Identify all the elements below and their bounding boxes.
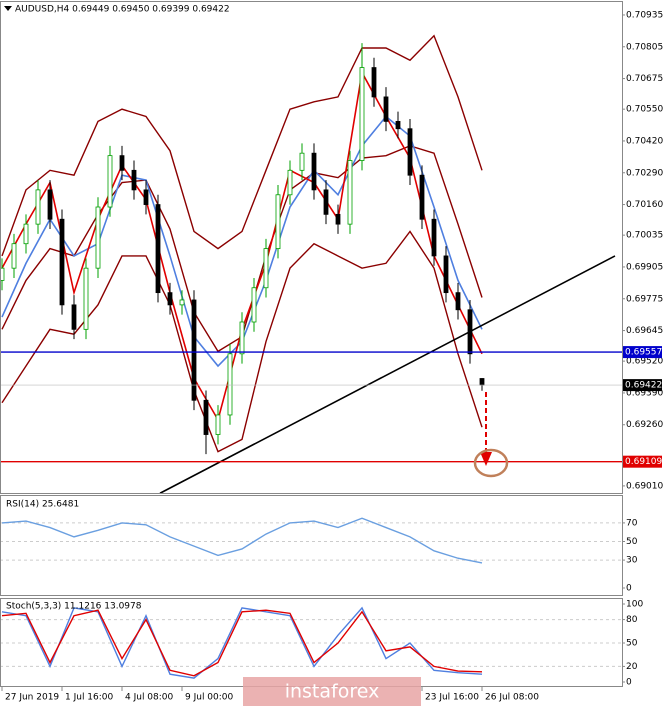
candle-body bbox=[299, 152, 305, 171]
y-tick-label: 0.69390 bbox=[626, 388, 663, 398]
candle-body bbox=[59, 218, 65, 306]
y-tick-label: 100 bbox=[626, 600, 643, 610]
candle-body bbox=[47, 189, 53, 220]
candle-body bbox=[71, 304, 77, 330]
stoch-title: Stoch(5,3,3) 11.1216 13.0978 bbox=[6, 602, 142, 612]
candle-body bbox=[107, 155, 113, 208]
x-tick-label: 4 Jul 08:00 bbox=[125, 693, 174, 703]
candle-body bbox=[155, 204, 161, 294]
price-level-label: 0.69557 bbox=[625, 348, 662, 358]
y-tick-label: 0.70290 bbox=[626, 168, 663, 178]
y-tick-label: 0.70675 bbox=[626, 74, 663, 84]
candle-body bbox=[395, 120, 401, 130]
x-tick-label: 27 Jun 2019 bbox=[5, 693, 59, 703]
candle-body bbox=[83, 267, 89, 330]
indicator-line bbox=[1, 609, 483, 677]
y-tick-label: 70 bbox=[626, 518, 638, 528]
bid-label: 0.69422 bbox=[625, 381, 662, 391]
y-tick-label: 20 bbox=[626, 662, 638, 672]
forecast-arrowhead bbox=[480, 452, 492, 466]
indicator-line bbox=[1, 34, 483, 257]
candle-body bbox=[479, 378, 485, 386]
main-panel-frame bbox=[0, 1, 623, 494]
chart-layer: 0.70935 0.70805 0.70675 0.70550 0.70420 0.702… bbox=[0, 10, 663, 703]
candle-body bbox=[455, 292, 461, 311]
candle-body bbox=[287, 169, 293, 196]
candle-body bbox=[179, 299, 185, 306]
y-tick-label: 0.69645 bbox=[626, 326, 663, 336]
y-tick-label: 0.70550 bbox=[626, 105, 663, 115]
candle-body bbox=[443, 255, 449, 294]
watermark-box bbox=[243, 677, 421, 706]
candle-body bbox=[323, 189, 329, 215]
target-circle bbox=[473, 448, 509, 478]
y-tick-label: 0.69905 bbox=[626, 262, 663, 272]
x-tick-label: 23 Jul 16:00 bbox=[425, 693, 479, 703]
candle-body bbox=[191, 299, 197, 401]
y-tick-label: 50 bbox=[626, 537, 638, 547]
indicator-line bbox=[1, 230, 483, 453]
y-tick-label: 0.70935 bbox=[626, 10, 663, 20]
candle-body bbox=[0, 267, 5, 281]
rsi-title: RSI(14) 25.6481 bbox=[6, 500, 79, 510]
candle-body bbox=[407, 128, 413, 176]
chart-title: AUDUSD,H4 0.69449 0.69450 0.69399 0.6942… bbox=[15, 5, 230, 15]
candle-body bbox=[131, 169, 137, 191]
x-tick-label: 26 Jul 08:00 bbox=[485, 693, 539, 703]
candle-body bbox=[95, 206, 101, 269]
indicator-line bbox=[1, 517, 483, 564]
candle-body bbox=[11, 243, 17, 269]
y-tick-label: 0 bbox=[626, 678, 632, 688]
y-tick-label: 0.69260 bbox=[626, 420, 663, 430]
candle-body bbox=[119, 155, 125, 171]
candle-body bbox=[383, 96, 389, 122]
price-level-tag bbox=[622, 455, 662, 468]
y-tick-label: 80 bbox=[626, 615, 638, 625]
candle-body bbox=[275, 194, 281, 250]
candle-body bbox=[419, 174, 425, 220]
candle-body bbox=[335, 213, 341, 225]
y-tick-label: 0.69010 bbox=[626, 481, 663, 491]
candle-body bbox=[263, 248, 269, 289]
price-level-label: 0.69109 bbox=[625, 457, 662, 467]
candle-body bbox=[143, 189, 149, 205]
candle-body bbox=[311, 152, 317, 191]
bid-tag bbox=[622, 379, 662, 392]
candle-body bbox=[215, 414, 221, 435]
collapse-icon[interactable] bbox=[4, 6, 12, 11]
trend-line bbox=[159, 255, 616, 494]
y-tick-label: 0.70035 bbox=[626, 231, 663, 241]
price-level-tag bbox=[622, 346, 662, 359]
candle-body bbox=[35, 189, 41, 225]
y-tick-label: 30 bbox=[626, 556, 638, 566]
watermark: instaforex bbox=[285, 681, 380, 703]
y-tick-label: 0.69775 bbox=[626, 294, 663, 304]
candle-body bbox=[371, 67, 377, 98]
candle-body bbox=[251, 287, 257, 323]
candle-body bbox=[239, 321, 245, 355]
candle-body bbox=[167, 292, 173, 306]
y-tick-label: 50 bbox=[626, 639, 638, 649]
y-tick-label: 0.69520 bbox=[626, 357, 663, 367]
y-tick-label: 0.70160 bbox=[626, 200, 663, 210]
candle-body bbox=[347, 160, 353, 225]
candle-body bbox=[431, 218, 437, 257]
y-tick-label: 0.70420 bbox=[626, 136, 663, 146]
y-tick-label: 0.70805 bbox=[626, 42, 663, 52]
candle-body bbox=[23, 223, 29, 245]
x-tick-label: 9 Jul 00:00 bbox=[185, 693, 234, 703]
candle-body bbox=[227, 353, 233, 416]
candle-body bbox=[203, 399, 209, 435]
rsi-panel-frame bbox=[0, 495, 623, 596]
x-tick-label: 1 Jul 16:00 bbox=[65, 693, 114, 703]
y-tick-label: 0 bbox=[626, 584, 632, 594]
candle-body bbox=[359, 67, 365, 161]
